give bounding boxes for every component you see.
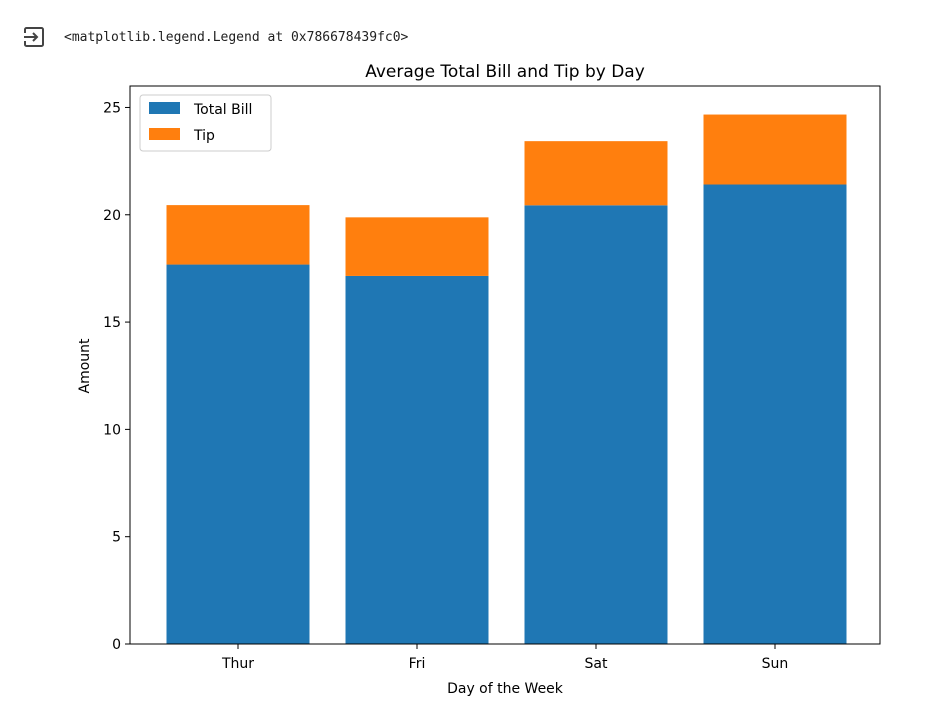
legend: Total Bill Tip [139, 94, 272, 152]
cell-output-header: <matplotlib.legend.Legend at 0x786678439… [22, 24, 408, 50]
x-tick-label: Sun [762, 656, 789, 672]
bar-sun-total-bill [703, 184, 847, 644]
x-tick-label: Fri [409, 656, 426, 672]
bar-fri-total-bill [345, 275, 489, 644]
y-tick-label: 10 [103, 422, 121, 438]
x-tick-label: Thur [221, 656, 254, 672]
bar-thur-tip [166, 205, 310, 265]
y-tick-label: 25 [103, 100, 121, 116]
legend-entry: Tip [193, 128, 215, 144]
bar-thur-total-bill [166, 264, 310, 644]
y-axis-label: Amount [77, 338, 93, 394]
bar-sat-tip [524, 141, 668, 206]
chart-title: Average Total Bill and Tip by Day [365, 62, 645, 82]
legend-entry: Total Bill [193, 102, 252, 118]
y-axis: 0 5 10 15 20 25 [103, 100, 130, 653]
output-redirect-icon[interactable] [22, 25, 46, 49]
y-tick-label: 20 [103, 208, 121, 224]
output-text: <matplotlib.legend.Legend at 0x786678439… [64, 29, 409, 45]
legend-swatch [149, 128, 180, 140]
bar-sat-total-bill [524, 205, 668, 644]
x-tick-label: Sat [585, 656, 608, 672]
y-tick-label: 5 [112, 530, 121, 546]
legend-swatch [149, 102, 180, 114]
x-axis-label: Day of the Week [447, 681, 564, 697]
plot-frame [129, 85, 881, 645]
bar-sun-tip [703, 114, 847, 185]
y-tick-label: 15 [103, 315, 121, 331]
y-tick-label: 0 [112, 637, 121, 653]
bars-group [166, 114, 847, 644]
x-axis: Thur Fri Sat Sun [221, 644, 788, 672]
bar-fri-tip [345, 217, 489, 276]
